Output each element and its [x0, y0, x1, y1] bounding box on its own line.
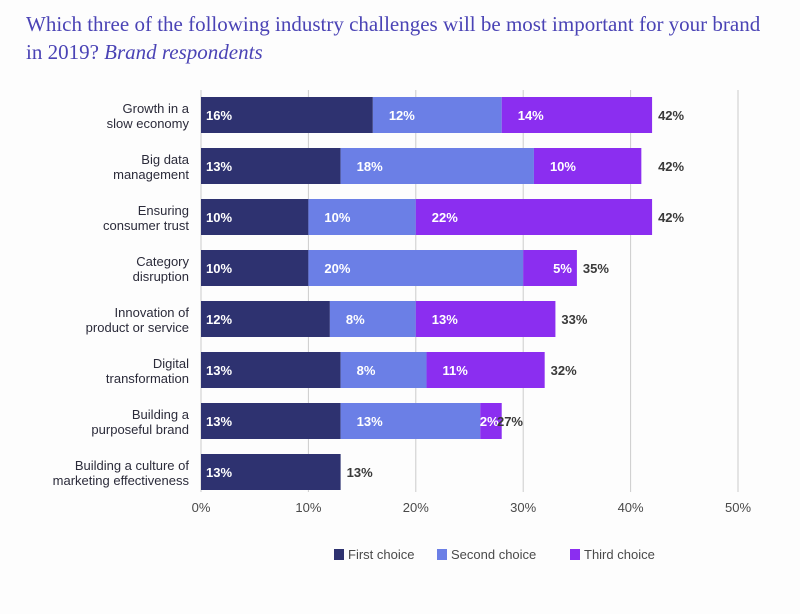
- category-label-line: Category: [136, 254, 189, 269]
- bar-segment-first: [201, 301, 330, 337]
- total-value-label: 33%: [561, 312, 587, 327]
- bar-segment-second: [372, 97, 502, 133]
- category-label-line: management: [113, 167, 189, 182]
- category-label: Growth in a slow economy: [107, 101, 190, 131]
- category-label-line: consumer trust: [103, 218, 189, 233]
- category-label-line: Innovation of: [115, 305, 190, 320]
- bar-segment-third: [501, 97, 653, 133]
- segment-value-label: 13%: [206, 363, 232, 378]
- bar-segment-third: [415, 199, 653, 235]
- bar-segment-second: [340, 403, 481, 439]
- x-tick-label: 10%: [295, 500, 321, 515]
- segment-value-label: 5%: [553, 261, 572, 276]
- bar-segment-first: [201, 148, 341, 184]
- bar-segment-third: [533, 148, 642, 184]
- segment-value-label: 10%: [206, 261, 232, 276]
- chart-title-sub: Brand respondents: [104, 40, 263, 64]
- category-label-line: Building a culture of: [75, 458, 190, 473]
- bar-segment-first: [201, 352, 341, 388]
- segment-value-label: 2%: [480, 414, 499, 429]
- category-label: Building a purposeful brand: [91, 407, 189, 437]
- category-label: Innovation of product or service: [86, 305, 190, 335]
- total-value-label: 35%: [583, 261, 609, 276]
- segment-value-label: 13%: [206, 159, 232, 174]
- category-label: Big data management: [113, 152, 190, 182]
- total-value-label: 32%: [551, 363, 577, 378]
- total-value-label: 42%: [658, 210, 684, 225]
- bar-segment-second: [329, 301, 416, 337]
- x-tick-label: 50%: [725, 500, 751, 515]
- bar-segment-first: [201, 97, 373, 133]
- x-tick-label: 20%: [403, 500, 429, 515]
- category-label-line: Big data: [141, 152, 189, 167]
- segment-value-label: 22%: [432, 210, 458, 225]
- legend-label: Second choice: [451, 547, 536, 562]
- total-value-label: 42%: [658, 108, 684, 123]
- segment-value-label: 12%: [389, 108, 415, 123]
- category-label: Building a culture of marketing effective…: [53, 458, 190, 488]
- segment-value-label: 20%: [324, 261, 350, 276]
- category-label: Category disruption: [133, 254, 190, 284]
- legend-label: Third choice: [584, 547, 655, 562]
- category-label-line: Digital: [153, 356, 189, 371]
- total-value-label: 13%: [347, 465, 373, 480]
- segment-value-label: 18%: [357, 159, 383, 174]
- total-value-label: 27%: [497, 414, 523, 429]
- segment-value-label: 13%: [357, 414, 383, 429]
- category-label-line: Ensuring: [138, 203, 189, 218]
- segment-value-label: 10%: [206, 210, 232, 225]
- bar-segment-second: [340, 352, 427, 388]
- bar-segment-second: [308, 250, 524, 286]
- chart-title: Which three of the following industry ch…: [26, 10, 766, 66]
- segment-value-label: 8%: [357, 363, 376, 378]
- bar-segment-first: [201, 250, 309, 286]
- segment-value-label: 13%: [206, 465, 232, 480]
- x-tick-label: 30%: [510, 500, 536, 515]
- total-value-label: 42%: [658, 159, 684, 174]
- category-label-line: slow economy: [107, 116, 190, 131]
- category-label-line: product or service: [86, 320, 189, 335]
- legend-label: First choice: [348, 547, 414, 562]
- chart-title-main: Which three of the following industry ch…: [26, 12, 761, 64]
- category-label: Ensuring consumer trust: [103, 203, 189, 233]
- category-label-line: purposeful brand: [91, 422, 189, 437]
- bar-segment-third: [415, 301, 556, 337]
- bar-segment-first: [201, 403, 341, 439]
- segment-value-label: 12%: [206, 312, 232, 327]
- segment-value-label: 8%: [346, 312, 365, 327]
- bar-segment-second: [340, 148, 534, 184]
- category-label-line: disruption: [133, 269, 189, 284]
- segment-value-label: 13%: [206, 414, 232, 429]
- category-label-line: marketing effectiveness: [53, 473, 190, 488]
- x-axis-ticks: 0% 10% 20% 30% 40% 50%: [192, 500, 752, 515]
- legend: First choice Second choice Third choice: [334, 547, 655, 562]
- bar-segment-second: [308, 199, 416, 235]
- category-label-line: Growth in a: [123, 101, 190, 116]
- segment-value-label: 14%: [518, 108, 544, 123]
- bar-segment-first: [201, 199, 309, 235]
- segment-value-label: 13%: [432, 312, 458, 327]
- legend-swatch-second: [437, 549, 447, 560]
- category-label-line: Building a: [132, 407, 190, 422]
- bar-segment-first: [201, 454, 341, 490]
- legend-swatch-third: [570, 549, 580, 560]
- bars: 16% 12% 14% 42% 13% 18% 10% 42% 10% 10% 22% 42% 10% 2…: [201, 97, 685, 490]
- segment-value-label: 10%: [550, 159, 576, 174]
- segment-value-label: 16%: [206, 108, 232, 123]
- legend-swatch-first: [334, 549, 344, 560]
- bar-segment-third: [523, 250, 577, 286]
- category-label-line: transformation: [106, 371, 189, 386]
- category-label: Digital transformation: [106, 356, 189, 386]
- segment-value-label: 10%: [324, 210, 350, 225]
- bar-segment-third: [426, 352, 545, 388]
- x-tick-label: 0%: [192, 500, 211, 515]
- x-tick-label: 40%: [618, 500, 644, 515]
- bar-segment-third: [480, 403, 502, 439]
- category-labels: Growth in a slow economy Big data managemen…: [53, 101, 190, 488]
- segment-value-label: 11%: [443, 363, 469, 378]
